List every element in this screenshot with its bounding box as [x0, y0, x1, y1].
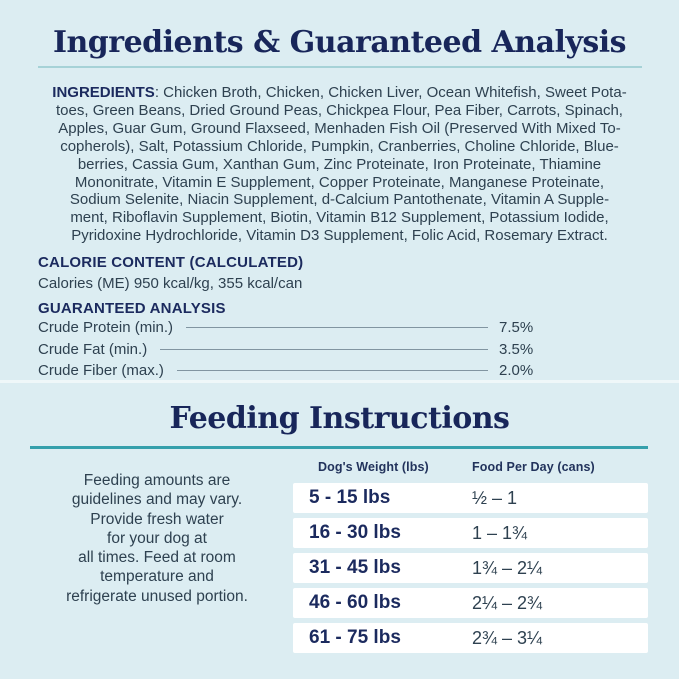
food-amount: ½ – 1: [472, 487, 518, 508]
ingredients-analysis-title: Ingredients & Guaranteed Analysis: [52, 25, 627, 60]
weight-range: 31 - 45 lbs: [309, 557, 401, 578]
weight-column-header: Dog's Weight (lbs): [318, 460, 429, 474]
food-column-header: Food Per Day (cans): [472, 460, 595, 474]
feeding-note-line: refrigerate unused portion.: [66, 587, 248, 605]
ingredients-line: Apples, Guar Gum, Ground Flaxseed, Menha…: [58, 119, 621, 137]
weight-range: 46 - 60 lbs: [309, 592, 401, 613]
analysis-value: 7.5%: [499, 319, 534, 337]
feeding-table-rows: 5 - 15 lbs ½ – 1 16 - 30 lbs 1 – 1¾ 31 -…: [293, 483, 648, 653]
food-amount: 2¾ – 3¼: [472, 627, 543, 648]
title-underline-rule: [38, 66, 642, 68]
feeding-note-line: Provide fresh water: [90, 510, 224, 528]
ingredients-line: ment, Riboflavin Supplement, Biotin, Vit…: [70, 209, 609, 227]
ingredients-line: Pyridoxine Hydrochloride, Vitamin D3 Sup…: [71, 227, 608, 245]
feeding-table: Dog's Weight (lbs) Food Per Day (cans) 5…: [293, 460, 648, 653]
analysis-label: Crude Fat (min.): [38, 340, 148, 358]
feeding-note-line: for your dog at: [107, 529, 207, 547]
feeding-note: Feeding amounts are guidelines and may v…: [28, 471, 286, 606]
weight-range: 61 - 75 lbs: [309, 627, 401, 648]
dotted-leader-line: [176, 370, 488, 372]
panel-seam-divider: [0, 380, 679, 383]
calorie-content-heading: CALORIE CONTENT (CALCULATED): [38, 254, 304, 271]
ingredients-line: berries, Cassia Gum, Xanthan Gum, Zinc P…: [77, 155, 602, 173]
analysis-label: Crude Fiber (max.): [38, 362, 164, 380]
analysis-row: Crude Fat (min.) 3.5%: [38, 339, 543, 361]
weight-range: 16 - 30 lbs: [309, 522, 401, 543]
guaranteed-analysis-heading: GUARANTEED ANALYSIS: [38, 300, 226, 317]
ingredients-line: Mononitrate, Vitamin E Supplement, Coppe…: [74, 173, 605, 191]
table-row: 31 - 45 lbs 1¾ – 2¼: [293, 553, 648, 583]
analysis-row: Crude Protein (min.) 7.5%: [38, 317, 543, 339]
weight-range: 5 - 15 lbs: [309, 487, 391, 508]
feeding-note-line: all times. Feed at room: [78, 549, 236, 567]
table-row: 5 - 15 lbs ½ – 1: [293, 483, 648, 513]
analysis-label: Crude Protein (min.): [38, 319, 174, 337]
ingredients-label: INGREDIENTS: [52, 84, 155, 101]
ingredients-line: INGREDIENTS: Chicken Broth, Chicken, Chi…: [32, 84, 647, 102]
table-row: 46 - 60 lbs 2¼ – 2¾: [293, 588, 648, 618]
table-row: 61 - 75 lbs 2¾ – 3¼: [293, 623, 648, 653]
table-row: 16 - 30 lbs 1 – 1¾: [293, 518, 648, 548]
guaranteed-analysis-table: Crude Protein (min.) 7.5% Crude Fat (min…: [38, 317, 543, 382]
feeding-instructions-title: Feeding Instructions: [169, 401, 510, 436]
feeding-table-header-row: Dog's Weight (lbs) Food Per Day (cans): [293, 460, 648, 478]
food-amount: 1¾ – 2¼: [472, 557, 543, 578]
ingredients-line-text: : Chicken Broth, Chicken, Chicken Liver,…: [154, 84, 627, 101]
analysis-value: 3.5%: [499, 340, 534, 358]
ingredients-line: toes, Green Beans, Dried Ground Peas, Ch…: [56, 101, 623, 119]
analysis-value: 2.0%: [499, 362, 534, 380]
feeding-note-line: temperature and: [100, 568, 214, 586]
ingredients-paragraph: INGREDIENTS: Chicken Broth, Chicken, Chi…: [32, 84, 647, 245]
feeding-note-line: Feeding amounts are: [83, 472, 231, 489]
feeding-note-line: guidelines and may vary.: [71, 491, 243, 509]
calorie-content-value: Calories (ME) 950 kcal/kg, 355 kcal/can: [38, 275, 303, 292]
ingredients-line: Sodium Selenite, Niacin Supplement, d-Ca…: [69, 191, 610, 209]
dotted-leader-line: [160, 348, 488, 350]
feeding-underline-rule: [30, 446, 648, 449]
ingredients-line: copherols), Salt, Potassium Chloride, Pu…: [60, 137, 619, 155]
dotted-leader-line: [186, 327, 488, 329]
food-amount: 2¼ – 2¾: [472, 592, 543, 613]
food-amount: 1 – 1¾: [472, 522, 528, 543]
analysis-row: Crude Fiber (max.) 2.0%: [38, 360, 543, 382]
